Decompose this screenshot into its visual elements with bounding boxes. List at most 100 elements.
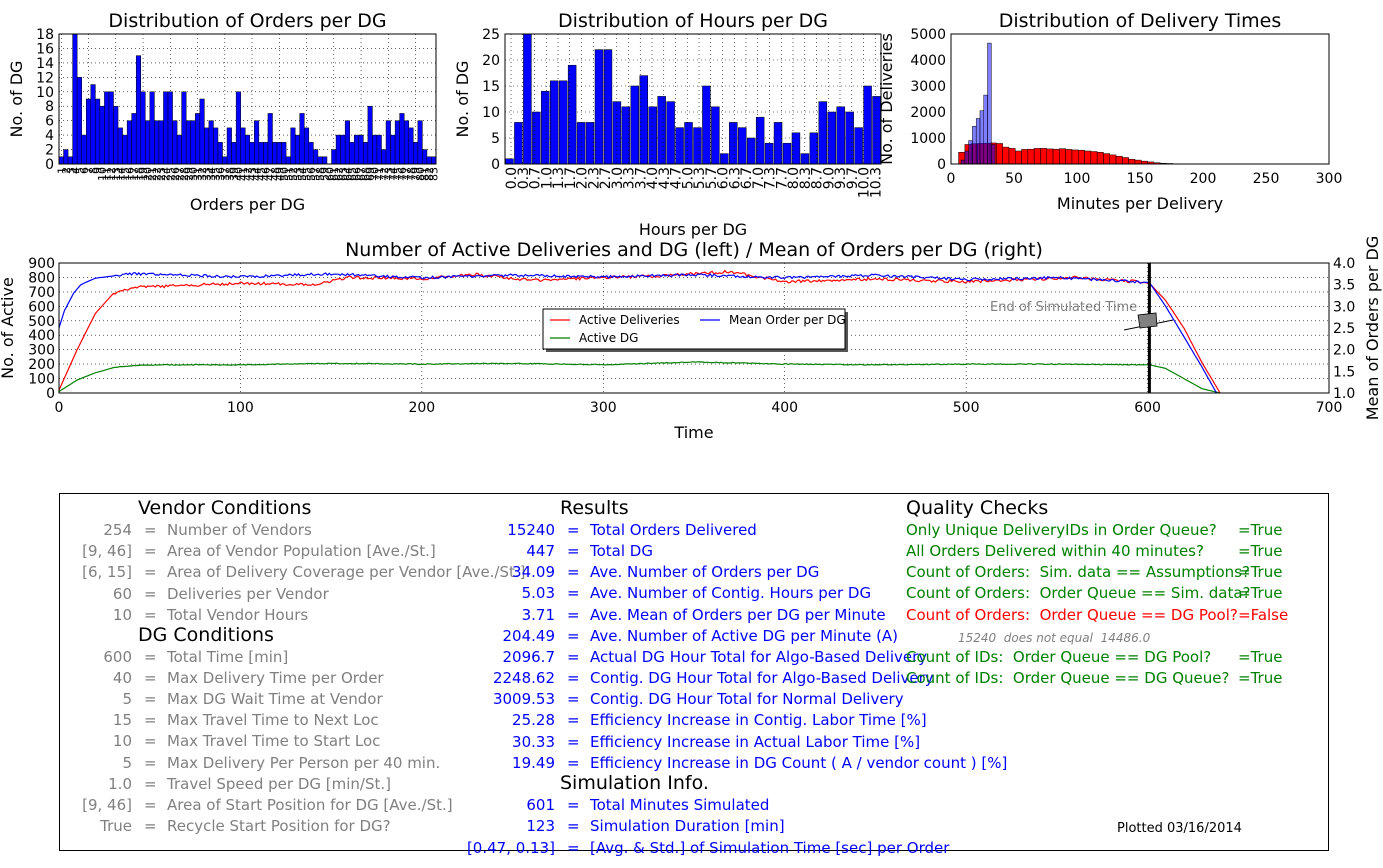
dg-row-label: Max Travel Time to Start Loc [167,732,381,751]
bar [199,98,205,165]
bar [390,134,396,165]
dg-row-equals: = [144,795,157,814]
bar [532,111,541,165]
x-tick-label: 52 [287,167,300,181]
quality-check-result: =False [1238,606,1289,624]
x-tick-label: 3.7 [633,167,649,189]
annotation-marker [1137,312,1158,329]
x-tick-label: 78 [405,167,418,181]
plot-frame [950,33,1330,165]
chart-title: Distribution of Hours per DG [558,10,828,32]
x-tick-label: 50 [278,167,291,181]
results-row-label: Total DG [590,542,653,561]
bar [630,85,640,165]
x-tick-label: 10 [96,167,109,181]
vendor-row-label: Area of Delivery Coverage per Vendor [Av… [167,563,526,582]
bar [149,91,155,165]
x-tick-label: 6.3 [727,167,743,189]
sim-row-label: Simulation Duration [min] [590,817,785,836]
bar [290,127,296,165]
results-row-value: 5.03 [521,584,555,603]
bar [163,91,169,165]
histogram-bar [1033,148,1041,165]
bar [140,91,146,165]
x-tick-label: 82 [423,167,436,181]
dg-row-value: True [100,816,132,835]
results-row-label: Total Orders Delivered [590,521,757,539]
x-tick-label: 2 [60,167,73,174]
results-row-equals: = [567,584,580,603]
sim-row-value: 601 [526,796,555,814]
bar [281,142,287,165]
dg-row-label: Max Travel Time to Next Loc [167,711,379,730]
x-tick-label: 4.7 [669,167,685,189]
bar [621,106,631,165]
x-tick-label: 46 [260,167,273,181]
x-tick-label: 1.7 [563,167,579,189]
bar [363,142,369,165]
y2-axis-label: Mean of Orders per DG [1363,236,1382,420]
x-tick-label: 21 [146,167,159,181]
vendor-row-label: Number of Vendors [167,521,312,539]
x-tick-label: 0.0 [504,167,520,189]
x-tick-label: 77 [400,167,413,181]
y-tick-label: 16 [36,41,54,57]
simulation-info-title: Simulation Info. [560,772,709,794]
x-tick-label: 400 [771,400,798,416]
bar [63,149,69,165]
sim-row-equals: = [567,817,580,836]
y2-tick-label: 2.0 [1333,343,1355,359]
bar [764,142,774,165]
dg-row-equals: = [144,669,157,688]
bar [791,132,801,165]
x-tick-label: 74 [387,167,400,181]
results-row-label: Efficiency Increase in Actual Labor Time… [590,732,921,751]
x-tick-label: 41 [237,167,250,181]
x-tick-label: 63 [337,167,350,181]
histogram-bar [975,118,981,165]
histogram-bar [1096,152,1104,165]
results-row-value: 30.33 [512,732,555,751]
x-tick-label: 2.3 [586,167,602,189]
bar [67,156,73,165]
results-row-value: 15240 [507,521,555,539]
x-tick-label: 72 [378,167,391,181]
y-tick-label: 14 [36,56,54,72]
y2-tick-label: 3.5 [1333,278,1355,294]
bar [585,122,595,165]
results-title: Results [560,497,629,519]
bar [426,156,432,165]
bar [353,134,360,165]
bar [272,142,278,165]
dg-row-value: 600 [103,648,132,666]
x-tick-label: 44 [251,167,264,181]
quality-check-result: =True [1238,584,1283,602]
quality-check-result: =True [1238,648,1283,666]
bar [576,122,586,165]
bar [738,127,747,165]
bar [104,91,110,165]
sim-row-value: 123 [526,817,555,836]
x-tick-label: 47 [264,167,277,181]
dg-row-value: 10 [112,732,132,751]
y-tick-label: 20 [482,53,500,69]
x-tick-label: 9 [92,167,105,174]
x-tick-label: 64 [341,167,354,181]
x-tick-label: 54 [296,167,309,181]
bar [720,153,729,165]
x-tick-label: 25 [164,167,177,181]
x-axis-label: Hours per DG [639,220,747,239]
annotation-text: End of Simulated Time [990,300,1137,315]
dg-row-equals: = [144,690,157,709]
quality-check-label: Count of Orders: Sim. data == Assumption… [906,563,1250,581]
histogram-bar [1059,148,1066,165]
dg-row-label: Max Delivery Per Person per 40 min. [167,753,441,772]
vendor-row-label: Total Vendor Hours [167,605,309,624]
bar [422,149,428,165]
x-tick-label: 13 [110,167,123,181]
plot-frame [58,33,437,165]
histogram-bar [960,159,966,165]
x-tick-label: 700 [1316,400,1343,416]
histogram-bar [1046,148,1054,165]
x-tick-label: 0.3 [516,167,532,189]
